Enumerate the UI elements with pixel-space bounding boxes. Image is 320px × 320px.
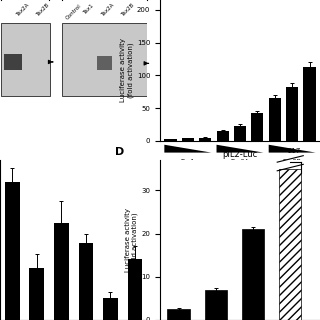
Bar [286, 87, 298, 141]
Y-axis label: Luciferase activity
(fold activation): Luciferase activity (fold activation) [121, 38, 134, 102]
Polygon shape [269, 145, 316, 153]
Bar [303, 68, 316, 141]
Bar [97, 56, 112, 70]
Bar [2, 22, 50, 96]
Bar [5, 182, 20, 320]
Bar [62, 22, 147, 96]
Bar [128, 259, 142, 320]
Bar [242, 229, 264, 320]
Bar [29, 268, 44, 320]
Text: Tax1: Tax1 [180, 159, 195, 164]
Bar [199, 138, 211, 141]
Polygon shape [217, 145, 263, 153]
Text: Tax2B: Tax2B [283, 159, 301, 164]
Bar [217, 131, 229, 141]
Bar [269, 98, 281, 141]
Bar [164, 139, 177, 141]
Bar [103, 298, 118, 320]
Bar [182, 138, 194, 141]
Bar [54, 223, 69, 320]
Text: 217: 217 [287, 148, 301, 154]
Bar [4, 53, 22, 70]
Bar [78, 243, 93, 320]
Text: Tax2A: Tax2A [100, 3, 115, 18]
Text: Tax2A: Tax2A [15, 3, 30, 18]
Text: Tax2A: Tax2A [231, 159, 249, 164]
Y-axis label: Luciferase activity
(fold activation): Luciferase activity (fold activation) [125, 208, 139, 272]
Bar [234, 126, 246, 141]
Text: Control: Control [65, 3, 82, 20]
Text: Tax2B: Tax2B [35, 3, 50, 18]
Bar [205, 290, 227, 320]
Bar [167, 309, 190, 320]
Title: pIL2-Luc: pIL2-Luc [222, 150, 258, 159]
Bar [251, 113, 263, 141]
Polygon shape [164, 145, 211, 153]
Bar [279, 169, 301, 320]
Text: D: D [115, 147, 124, 157]
Text: Tax2B: Tax2B [121, 3, 136, 18]
Text: Tax1: Tax1 [83, 3, 95, 15]
